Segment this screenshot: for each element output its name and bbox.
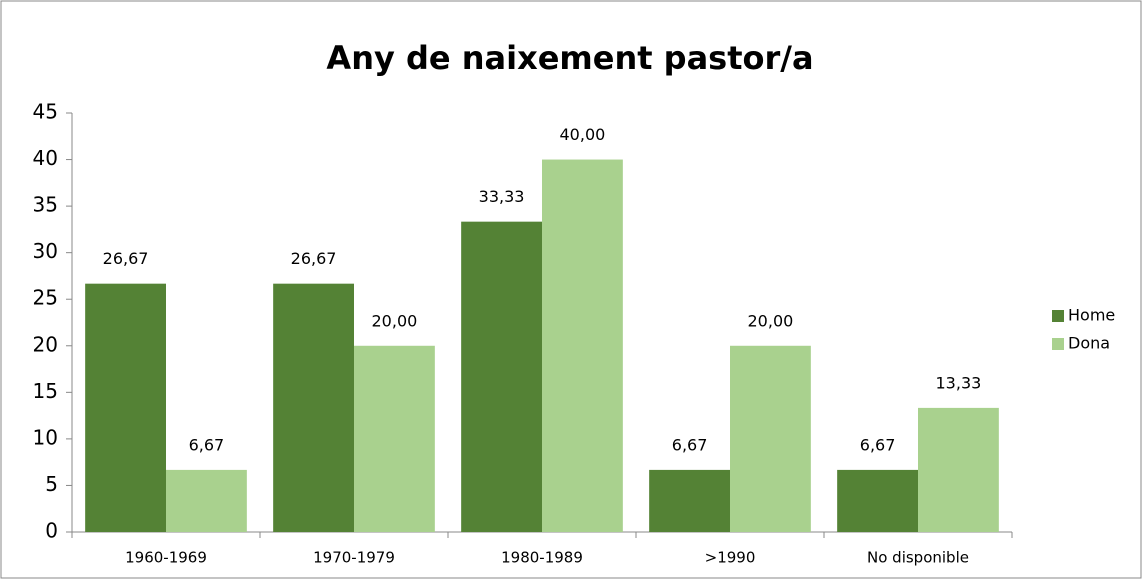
bar xyxy=(354,345,435,532)
chart-title: Any de naixement pastor/a xyxy=(326,39,813,77)
y-tick-label: 20 xyxy=(33,332,58,356)
value-label: 13,33 xyxy=(936,373,982,392)
x-tick-label: No disponible xyxy=(867,549,969,567)
bar xyxy=(461,221,542,533)
legend-swatch xyxy=(1052,338,1064,350)
bar xyxy=(273,283,354,532)
x-tick-label: 1980-1989 xyxy=(501,549,583,567)
value-label: 20,00 xyxy=(748,311,794,330)
value-label: 6,67 xyxy=(860,435,896,454)
y-tick-label: 30 xyxy=(33,239,58,263)
y-tick-label: 35 xyxy=(33,193,58,217)
bar xyxy=(649,469,730,532)
bar xyxy=(85,283,166,532)
y-tick-label: 45 xyxy=(33,100,58,124)
value-label: 6,67 xyxy=(672,435,708,454)
legend-swatch xyxy=(1052,310,1064,322)
bar xyxy=(730,345,811,532)
bar xyxy=(166,469,247,532)
y-tick-label: 5 xyxy=(45,472,58,496)
bar xyxy=(918,407,999,532)
bar xyxy=(837,469,918,532)
value-label: 26,67 xyxy=(103,249,149,268)
bar xyxy=(542,159,623,533)
y-tick-label: 40 xyxy=(33,146,58,170)
y-tick-label: 15 xyxy=(33,379,58,403)
value-label: 26,67 xyxy=(291,249,337,268)
value-label: 33,33 xyxy=(479,187,525,206)
value-label: 6,67 xyxy=(189,435,225,454)
x-tick-label: 1960-1969 xyxy=(125,549,207,567)
y-tick-label: 10 xyxy=(33,425,58,449)
value-label: 20,00 xyxy=(372,311,418,330)
legend-label: Home xyxy=(1068,306,1115,325)
x-tick-label: 1970-1979 xyxy=(313,549,395,567)
value-label: 40,00 xyxy=(560,125,606,144)
x-tick-label: >1990 xyxy=(705,549,756,567)
y-tick-label: 0 xyxy=(45,519,58,543)
legend-label: Dona xyxy=(1068,334,1110,353)
y-tick-label: 25 xyxy=(33,286,58,310)
